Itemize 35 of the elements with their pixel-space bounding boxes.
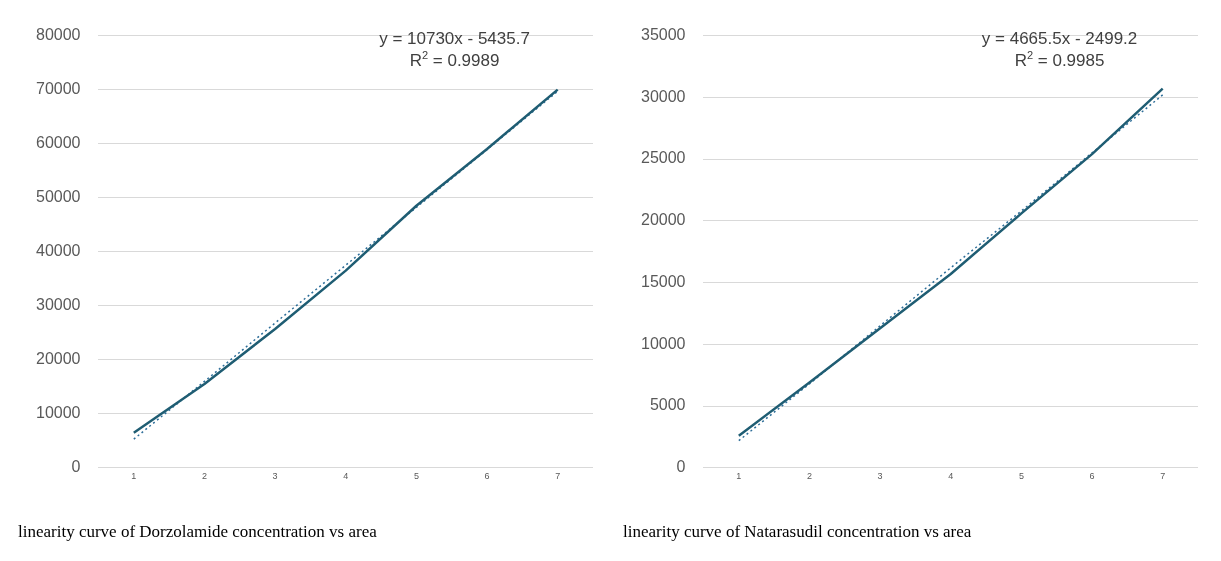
y-tick-label: 35000: [640, 26, 686, 44]
x-tick-label: 7: [555, 470, 561, 481]
y-tick-label: 30000: [35, 296, 81, 314]
y-tick-label: 5000: [649, 396, 686, 414]
x-tick-label: 2: [201, 470, 207, 481]
x-tick-label: 1: [736, 470, 742, 481]
y-tick-label: 50000: [35, 188, 81, 206]
x-tick-label: 6: [484, 470, 490, 481]
y-tick-label: 60000: [35, 134, 81, 152]
x-tick-label: 2: [806, 470, 812, 481]
y-tick-label: 20000: [640, 211, 686, 229]
y-tick-label: 40000: [35, 242, 81, 260]
x-tick-label: 5: [1018, 470, 1024, 481]
x-tick-label: 3: [272, 470, 278, 481]
y-tick-label: 70000: [35, 80, 81, 98]
y-tick-label: 10000: [640, 334, 686, 352]
x-tick-label: 6: [1089, 470, 1095, 481]
y-tick-label: 25000: [640, 149, 686, 167]
x-tick-label: 4: [343, 470, 349, 481]
annotation: y = 10730x - 5435.7: [379, 28, 530, 48]
y-tick-label: 30000: [640, 87, 686, 105]
y-tick-label: 20000: [35, 350, 81, 368]
y-tick-label: 10000: [35, 404, 81, 422]
y-tick-label: 15000: [640, 272, 686, 290]
y-tick-label: 80000: [35, 26, 81, 44]
text: linearity curve of Dorzolamide concentration vs area: [18, 522, 378, 542]
x-tick-label: 4: [948, 470, 954, 481]
y-tick-label: 0: [71, 458, 81, 476]
x-tick-label: 5: [413, 470, 419, 481]
x-tick-label: 7: [1160, 470, 1166, 481]
annotation: y = 4665.5x - 2499.2: [981, 28, 1138, 48]
y-tick-label: 0: [676, 458, 686, 476]
text: linearity curve of Natarasudil concentration vs area: [623, 522, 972, 542]
x-tick-label: 3: [877, 470, 883, 481]
x-tick-label: 1: [131, 470, 137, 481]
